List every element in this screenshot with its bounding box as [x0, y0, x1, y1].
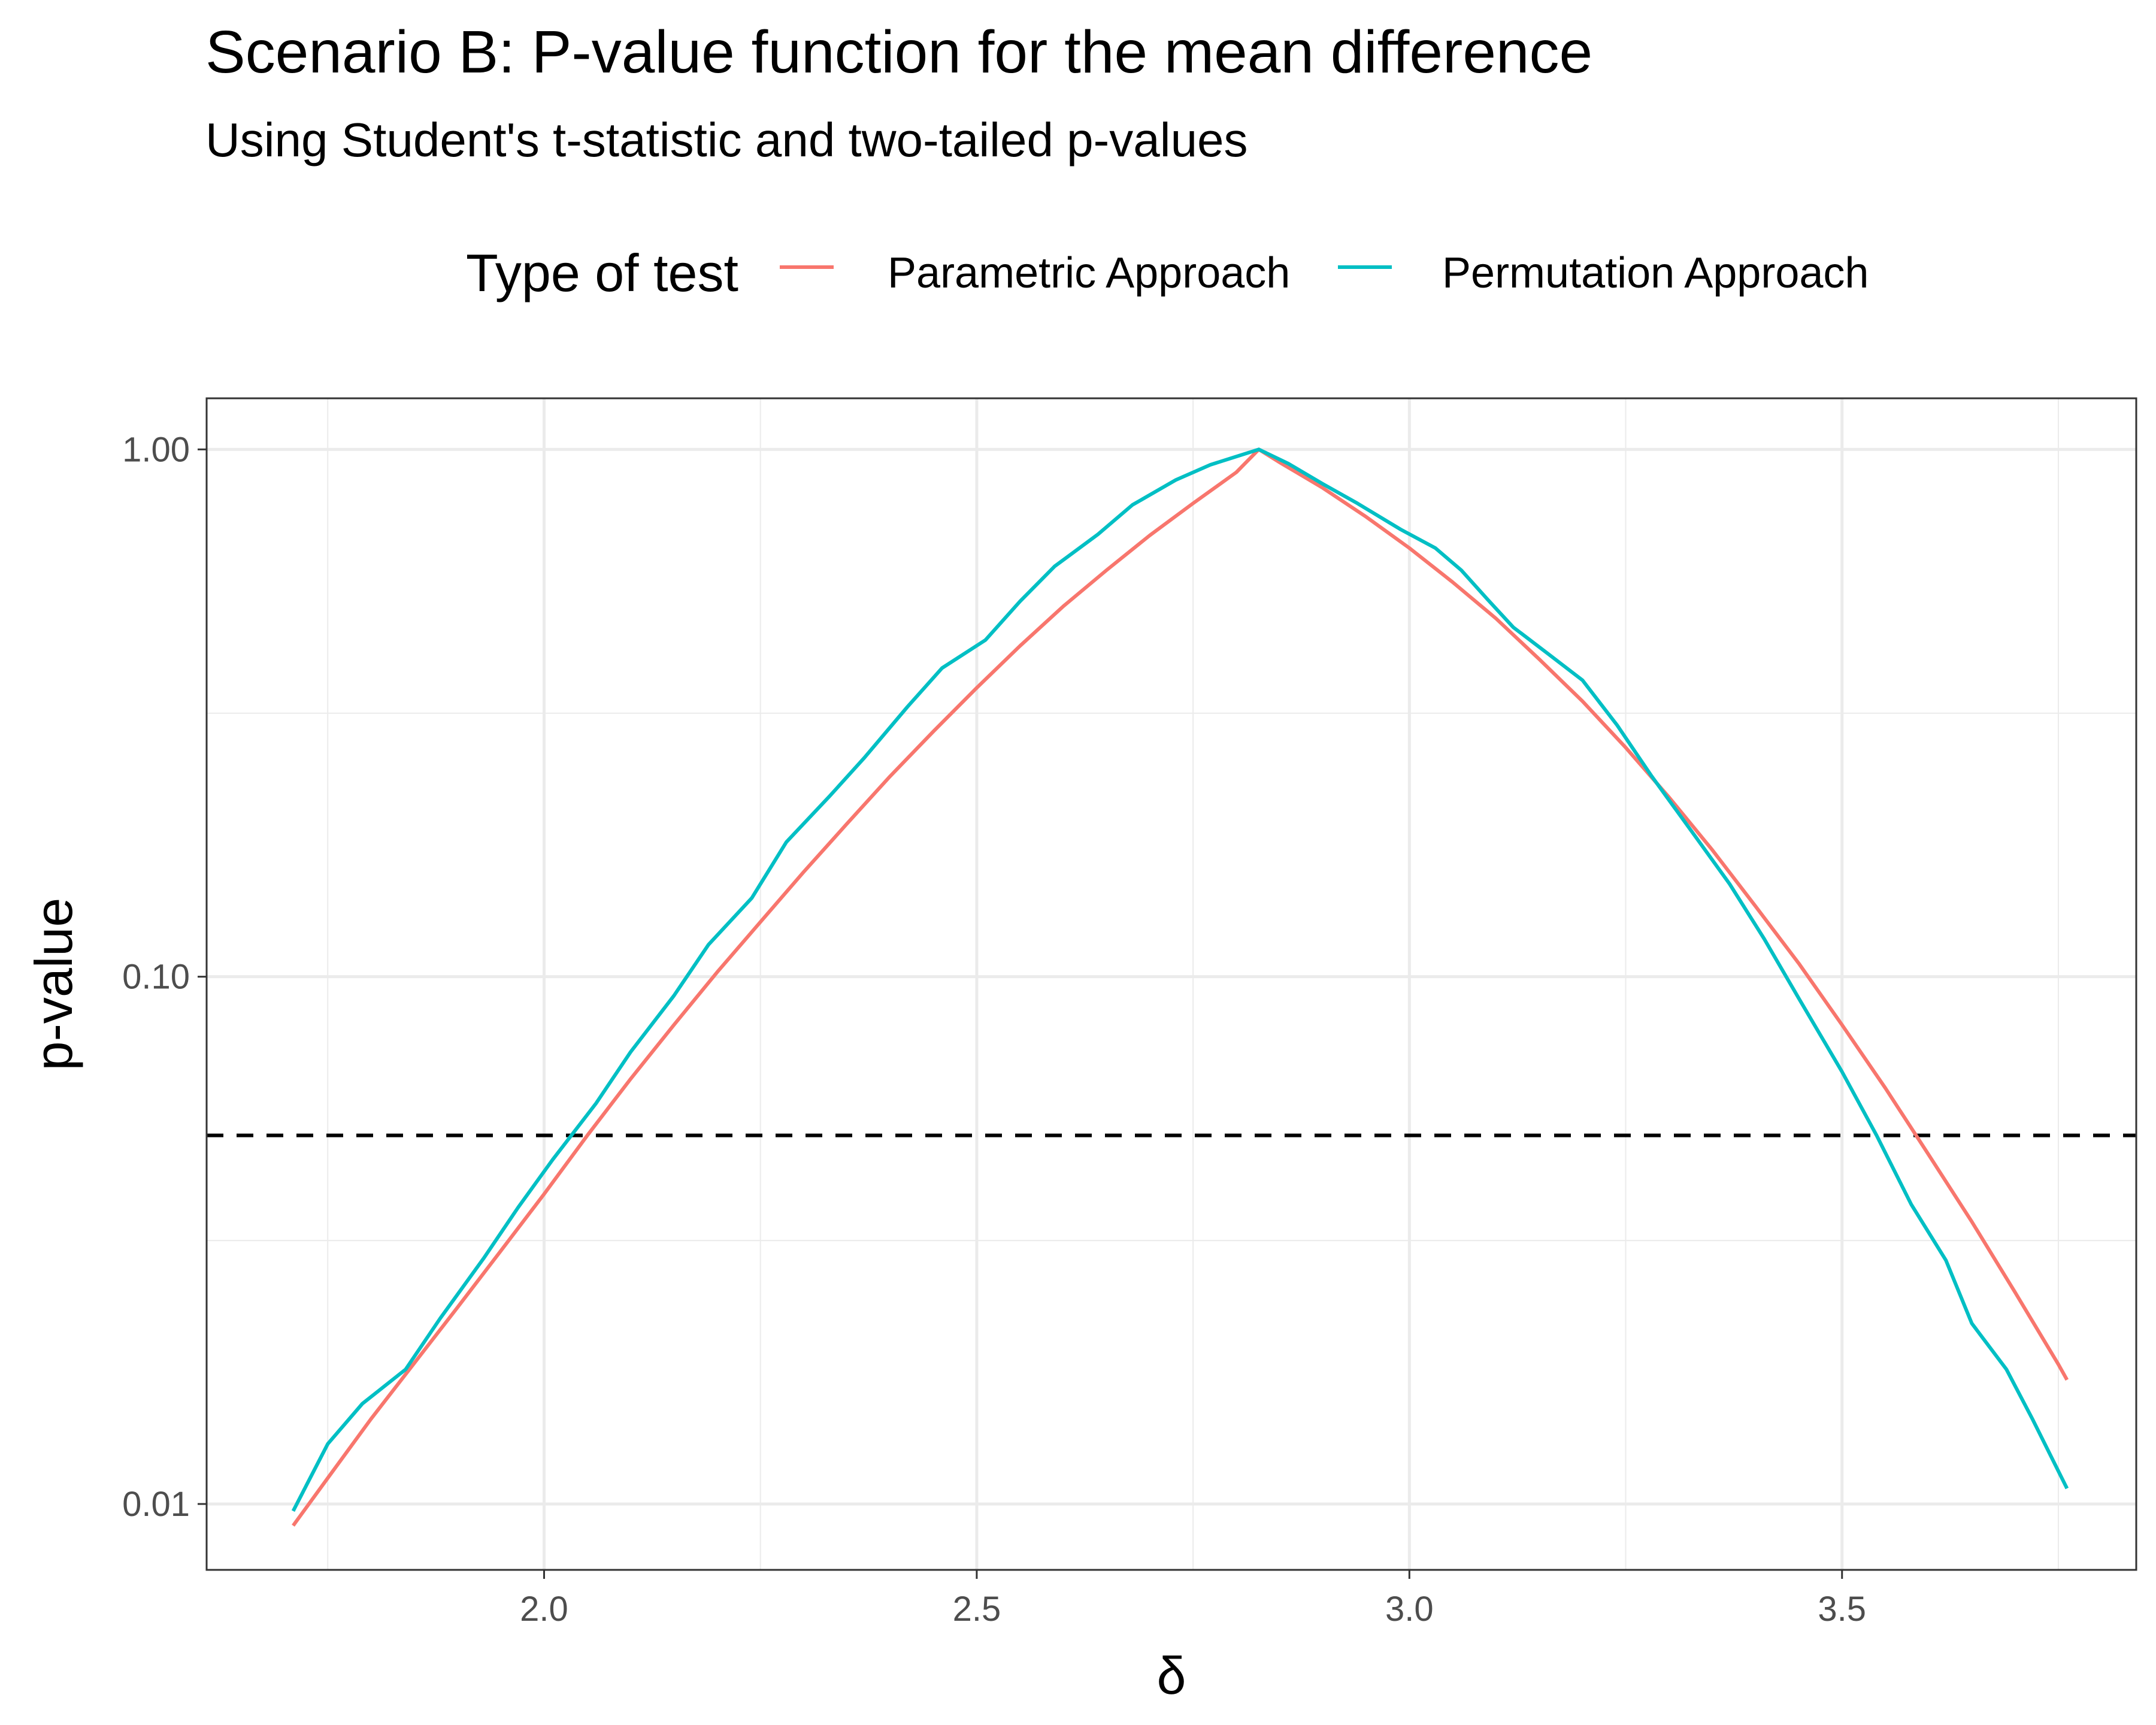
legend-line-parametric	[780, 265, 834, 269]
series-line-parametric	[292, 447, 2069, 1527]
y-axis-label: p-value	[24, 898, 83, 1071]
x-axis-label: δ	[1157, 1646, 1186, 1705]
legend-label-permutation: Permutation Approach	[1442, 249, 1869, 297]
x-tick-label: 3.5	[1818, 1590, 1866, 1629]
series-layer	[291, 447, 2069, 1527]
legend-title: Type of test	[466, 243, 738, 302]
x-tick-label: 2.0	[520, 1590, 568, 1629]
x-tick-label: 3.0	[1385, 1590, 1434, 1629]
legend-key-permutation	[1332, 240, 1398, 293]
legend-label-parametric: Parametric Approach	[888, 249, 1291, 297]
y-tick-label: 0.01	[122, 1485, 190, 1524]
y-tick-label: 1.00	[122, 430, 190, 469]
y-tick-label: 0.10	[122, 958, 190, 997]
axis-layer: 2.0 2.5 3.0 3.5 0.01 0.10 1.00	[122, 430, 1866, 1629]
legend: Type of test Parametric Approach Permuta…	[0, 237, 2156, 308]
grid-layer	[207, 398, 2136, 1570]
chart-title: Scenario B: P-value function for the mea…	[205, 19, 1593, 86]
legend-line-permutation	[1338, 265, 1392, 269]
legend-key-parametric	[774, 240, 840, 293]
x-tick-label: 2.5	[953, 1590, 1001, 1629]
series-line-permutation	[291, 447, 2069, 1512]
plot-panel-border	[205, 397, 2137, 1571]
chart-subtitle: Using Student's t-statistic and two-tail…	[205, 113, 1248, 167]
